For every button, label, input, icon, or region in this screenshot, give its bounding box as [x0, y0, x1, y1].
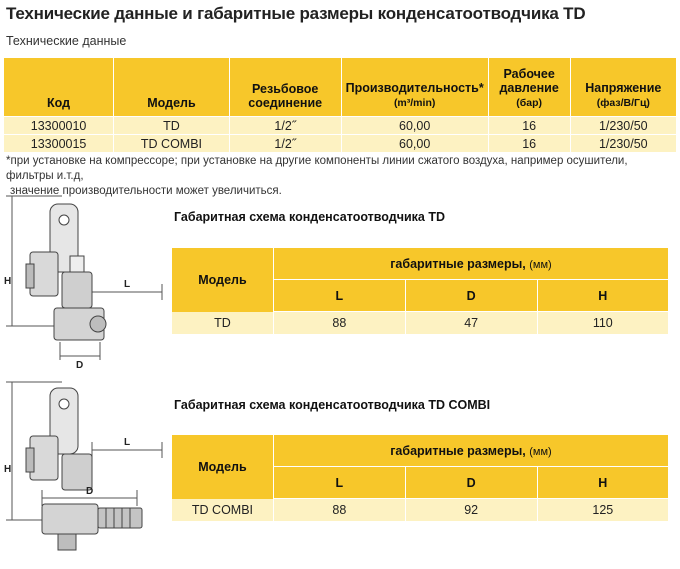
- col-header-l: L: [273, 279, 406, 312]
- cell-thread: 1/2˝: [229, 134, 342, 152]
- drawing-label-l: L: [124, 437, 130, 448]
- cell-l: 88: [273, 311, 406, 334]
- page-subtitle: Технические данные: [6, 34, 127, 48]
- drawing-label-h: H: [4, 464, 11, 475]
- footnote: *при установке на компрессоре; при устан…: [6, 154, 671, 199]
- drawing-label-d: D: [86, 486, 93, 497]
- cell-model: TD COMBI: [172, 498, 274, 521]
- col-header-dimensions: габаритные размеры, (мм): [273, 248, 668, 280]
- footnote-line-1: *при установке на компрессоре; при устан…: [6, 155, 628, 182]
- col-header-d: D: [405, 466, 538, 499]
- page-title: Технические данные и габаритные размеры …: [6, 4, 586, 23]
- footnote-line-2: значение производительности может увелич…: [10, 185, 282, 197]
- cell-h: 125: [537, 498, 668, 521]
- td-combi-section-title: Габаритная схема конденсатоотводчика TD …: [174, 398, 491, 412]
- cell-h: 110: [537, 311, 668, 334]
- cell-l: 88: [273, 498, 406, 521]
- spec-table: Код Модель Резьбовое соединение Производ…: [4, 58, 676, 152]
- col-header-h: H: [537, 466, 668, 499]
- col-header-voltage: Напряжение (фаз/В/Гц): [570, 58, 676, 117]
- cell-d: 47: [405, 311, 538, 334]
- table-row: 13300015 TD COMBI 1/2˝ 60,00 16 1/230/50: [4, 134, 676, 152]
- cell-voltage: 1/230/50: [570, 134, 676, 152]
- td-section-title: Габаритная схема конденсатоотводчика TD: [174, 210, 445, 224]
- cell-model: TD COMBI: [113, 134, 230, 152]
- col-header-dimensions: габаритные размеры, (мм): [273, 435, 668, 467]
- cell-code: 13300015: [4, 134, 115, 152]
- spec-table-header-row: Код Модель Резьбовое соединение Производ…: [4, 58, 676, 117]
- col-header-code: Код: [4, 58, 115, 117]
- td-combi-dimension-drawing: H L D: [4, 381, 163, 551]
- col-header-model: Модель: [172, 435, 274, 499]
- cell-thread: 1/2˝: [229, 116, 342, 135]
- table-row: 13300010 TD 1/2˝ 60,00 16 1/230/50: [4, 116, 676, 135]
- col-header-pressure: Рабочее давление (бар): [488, 58, 571, 117]
- td-dimensions-table: Модель габаритные размеры, (мм) L D H TD…: [172, 248, 668, 334]
- table-row: TD COMBI 88 92 125: [172, 498, 668, 521]
- cell-pressure: 16: [488, 134, 571, 152]
- cell-voltage: 1/230/50: [570, 116, 676, 135]
- cell-pressure: 16: [488, 116, 571, 135]
- cell-d: 92: [405, 498, 538, 521]
- cell-model: TD: [113, 116, 230, 135]
- col-header-capacity: Производительность* (m³/min): [341, 58, 489, 117]
- table-row: TD 88 47 110: [172, 311, 668, 334]
- col-header-thread: Резьбовое соединение: [229, 58, 342, 117]
- col-header-d: D: [405, 279, 538, 312]
- col-header-model: Модель: [172, 248, 274, 312]
- cell-capacity: 60,00: [341, 134, 489, 152]
- col-header-model: Модель: [113, 58, 230, 117]
- td-dimension-drawing: H L D: [4, 195, 163, 369]
- drawing-label-d: D: [76, 360, 83, 369]
- cell-code: 13300010: [4, 116, 115, 135]
- cell-capacity: 60,00: [341, 116, 489, 135]
- col-header-l: L: [273, 466, 406, 499]
- td-combi-dimensions-table: Модель габаритные размеры, (мм) L D H TD…: [172, 435, 668, 521]
- drawing-label-l: L: [124, 279, 130, 290]
- col-header-h: H: [537, 279, 668, 312]
- cell-model: TD: [172, 311, 274, 334]
- drawing-label-h: H: [4, 276, 11, 287]
